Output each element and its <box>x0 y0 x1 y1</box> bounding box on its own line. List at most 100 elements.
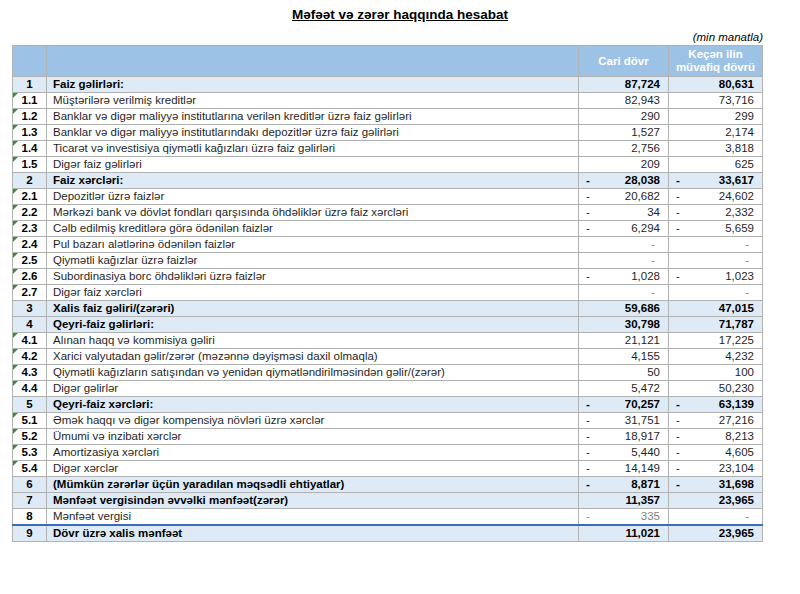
row-label-cell[interactable]: Xarici valyutadan gəlir/zərər (məzənnə d… <box>47 349 579 365</box>
row-number-cell[interactable]: 5.4 <box>13 461 47 477</box>
current-period-cell[interactable]: -70,257 <box>579 397 669 413</box>
row-number-cell[interactable]: 2.4 <box>13 237 47 253</box>
previous-period-cell[interactable]: 4,232 <box>669 349 763 365</box>
row-label-cell[interactable]: Amortizasiya xərcləri <box>47 445 579 461</box>
current-period-cell[interactable]: 82,943 <box>579 93 669 109</box>
current-period-cell[interactable]: -1,028 <box>579 269 669 285</box>
previous-period-cell[interactable]: -8,213 <box>669 429 763 445</box>
previous-period-cell[interactable]: 17,225 <box>669 333 763 349</box>
row-number-cell[interactable]: 4.4 <box>13 381 47 397</box>
previous-period-cell[interactable]: 71,787 <box>669 317 763 333</box>
row-label-cell[interactable]: Əmək haqqı və digər kompensiya növləri ü… <box>47 413 579 429</box>
current-period-cell[interactable]: -8,871 <box>579 477 669 493</box>
row-number-cell[interactable]: 2.5 <box>13 253 47 269</box>
row-number-cell[interactable]: 4.2 <box>13 349 47 365</box>
row-label-cell[interactable]: Faiz xərcləri: <box>47 173 579 189</box>
row-number-cell[interactable]: 2.3 <box>13 221 47 237</box>
previous-period-cell[interactable]: 2,174 <box>669 125 763 141</box>
previous-period-cell[interactable]: 625 <box>669 157 763 173</box>
row-label-cell[interactable]: Digər gəlirlər <box>47 381 579 397</box>
row-number-cell[interactable]: 6 <box>13 477 47 493</box>
current-period-cell[interactable]: - <box>579 285 669 301</box>
row-label-cell[interactable]: (Mümkün zərərlər üçün yaradılan məqsədli… <box>47 477 579 493</box>
row-number-cell[interactable]: 1 <box>13 77 47 93</box>
previous-period-cell[interactable]: 80,631 <box>669 77 763 93</box>
previous-period-cell[interactable]: 47,015 <box>669 301 763 317</box>
current-period-cell[interactable]: 50 <box>579 365 669 381</box>
current-period-cell[interactable]: 87,724 <box>579 77 669 93</box>
current-period-cell[interactable]: - <box>579 253 669 269</box>
row-label-cell[interactable]: Qeyri-faiz xərcləri: <box>47 397 579 413</box>
row-number-cell[interactable]: 1.3 <box>13 125 47 141</box>
current-period-cell[interactable]: -335 <box>579 509 669 526</box>
row-label-cell[interactable]: Pul bazarı alətlərinə ödənilən faizlər <box>47 237 579 253</box>
previous-period-cell[interactable]: -5,659 <box>669 221 763 237</box>
current-period-cell[interactable]: -5,440 <box>579 445 669 461</box>
current-period-cell[interactable]: 2,756 <box>579 141 669 157</box>
current-period-cell[interactable]: 209 <box>579 157 669 173</box>
row-number-cell[interactable]: 5.1 <box>13 413 47 429</box>
previous-period-cell[interactable]: -24,602 <box>669 189 763 205</box>
row-label-cell[interactable]: Xalis faiz gəliri/(zərəri) <box>47 301 579 317</box>
previous-period-cell[interactable]: -2,332 <box>669 205 763 221</box>
current-period-cell[interactable]: - <box>579 237 669 253</box>
previous-period-cell[interactable]: -23,104 <box>669 461 763 477</box>
current-period-cell[interactable]: 11,021 <box>579 525 669 542</box>
current-period-cell[interactable]: -31,751 <box>579 413 669 429</box>
current-period-cell[interactable]: -20,682 <box>579 189 669 205</box>
current-period-cell[interactable]: -18,917 <box>579 429 669 445</box>
row-number-cell[interactable]: 1.5 <box>13 157 47 173</box>
current-period-cell[interactable]: 59,686 <box>579 301 669 317</box>
row-number-cell[interactable]: 4 <box>13 317 47 333</box>
row-number-cell[interactable]: 1.1 <box>13 93 47 109</box>
row-label-cell[interactable]: Cəlb edilmiş kreditlərə görə ödənilən fa… <box>47 221 579 237</box>
previous-period-cell[interactable]: -27,216 <box>669 413 763 429</box>
previous-period-cell[interactable]: 299 <box>669 109 763 125</box>
row-label-cell[interactable]: Dövr üzrə xalis mənfəət <box>47 525 579 542</box>
current-period-cell[interactable]: 21,121 <box>579 333 669 349</box>
row-number-cell[interactable]: 2.7 <box>13 285 47 301</box>
row-label-cell[interactable]: Banklar və digər maliyyə institutlarına … <box>47 109 579 125</box>
row-label-cell[interactable]: Mərkəzi bank və dövlət fondları qarşısın… <box>47 205 579 221</box>
row-number-cell[interactable]: 1.4 <box>13 141 47 157</box>
row-label-cell[interactable]: Ümumi və inzibati xərclər <box>47 429 579 445</box>
row-number-cell[interactable]: 2 <box>13 173 47 189</box>
previous-period-cell[interactable]: - <box>669 237 763 253</box>
current-period-cell[interactable]: -34 <box>579 205 669 221</box>
previous-period-cell[interactable]: - <box>669 253 763 269</box>
current-period-cell[interactable]: 11,357 <box>579 493 669 509</box>
row-number-cell[interactable]: 3 <box>13 301 47 317</box>
row-label-cell[interactable]: Qiymətli kağızlar üzrə faizlər <box>47 253 579 269</box>
current-period-cell[interactable]: 290 <box>579 109 669 125</box>
current-period-cell[interactable]: -14,149 <box>579 461 669 477</box>
row-number-cell[interactable]: 1.2 <box>13 109 47 125</box>
row-number-cell[interactable]: 5 <box>13 397 47 413</box>
row-number-cell[interactable]: 5.3 <box>13 445 47 461</box>
current-period-cell[interactable]: 1,527 <box>579 125 669 141</box>
row-label-cell[interactable]: Qeyri-faiz gəlirləri: <box>47 317 579 333</box>
current-period-cell[interactable]: 5,472 <box>579 381 669 397</box>
previous-period-cell[interactable]: - <box>669 509 763 526</box>
row-label-cell[interactable]: Subordinasiya borc öhdəlikləri üzrə faiz… <box>47 269 579 285</box>
current-period-cell[interactable]: 30,798 <box>579 317 669 333</box>
previous-period-cell[interactable]: 23,965 <box>669 525 763 542</box>
previous-period-cell[interactable]: 100 <box>669 365 763 381</box>
row-number-cell[interactable]: 4.1 <box>13 333 47 349</box>
row-number-cell[interactable]: 7 <box>13 493 47 509</box>
row-number-cell[interactable]: 4.3 <box>13 365 47 381</box>
row-label-cell[interactable]: Digər xərclər <box>47 461 579 477</box>
previous-period-cell[interactable]: -31,698 <box>669 477 763 493</box>
row-label-cell[interactable]: Ticarət və investisiya qiymətli kağızlar… <box>47 141 579 157</box>
row-label-cell[interactable]: Müştərilərə verilmiş kreditlər <box>47 93 579 109</box>
previous-period-cell[interactable]: 3,818 <box>669 141 763 157</box>
row-label-cell[interactable]: Banklar və digər maliyyə institutlarında… <box>47 125 579 141</box>
previous-period-cell[interactable]: -33,617 <box>669 173 763 189</box>
current-period-cell[interactable]: -28,038 <box>579 173 669 189</box>
current-period-cell[interactable]: -6,294 <box>579 221 669 237</box>
row-label-cell[interactable]: Faiz gəlirləri: <box>47 77 579 93</box>
row-label-cell[interactable]: Depozitlər üzrə faizlər <box>47 189 579 205</box>
row-number-cell[interactable]: 2.2 <box>13 205 47 221</box>
row-label-cell[interactable]: Mənfəət vergisi <box>47 509 579 526</box>
current-period-cell[interactable]: 4,155 <box>579 349 669 365</box>
row-number-cell[interactable]: 9 <box>13 525 47 542</box>
